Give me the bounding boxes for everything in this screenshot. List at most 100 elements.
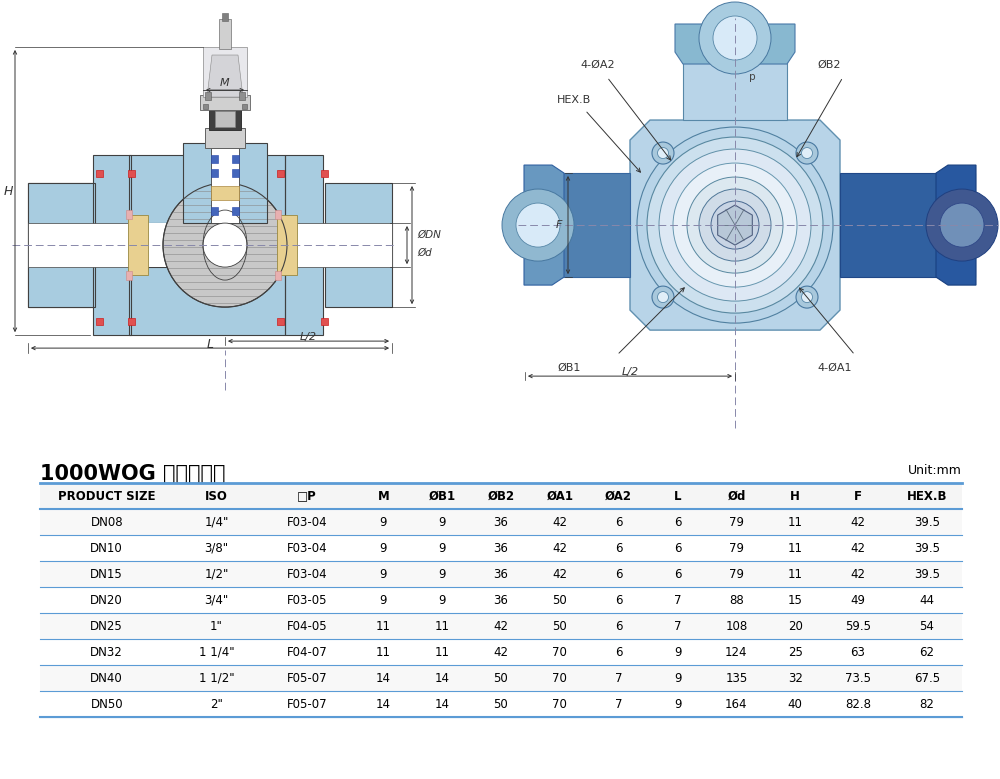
Text: 40: 40 [788,697,803,710]
Bar [321,170,328,177]
Text: DN08: DN08 [90,516,123,529]
Text: 9: 9 [438,594,446,607]
Bar [129,155,285,223]
Bar [28,223,128,267]
Text: 1/2": 1/2" [204,568,229,580]
Text: PRODUCT SIZE: PRODUCT SIZE [58,490,155,502]
Text: 11: 11 [788,516,803,529]
Bar [128,215,148,275]
Text: M: M [377,490,389,502]
Bar [242,104,247,109]
Text: 32: 32 [788,671,803,685]
Text: DN10: DN10 [90,541,123,555]
Bar [209,108,241,130]
Bar [275,210,281,219]
Text: 1000WOG 產品尺寸表: 1000WOG 產品尺寸表 [40,464,226,484]
Text: DN25: DN25 [90,619,123,633]
Text: 11: 11 [435,619,450,633]
Circle shape [713,16,757,60]
Text: 50: 50 [552,619,567,633]
Bar [28,183,95,307]
Text: 6: 6 [615,619,622,633]
Circle shape [163,183,287,307]
Text: F: F [854,490,862,502]
Text: 73.5: 73.5 [845,671,871,685]
Text: 9: 9 [674,646,681,658]
Text: 4-ØA1: 4-ØA1 [817,363,852,373]
Text: 6: 6 [674,516,681,529]
Bar [93,155,131,335]
Text: 42: 42 [851,568,866,580]
Bar [285,155,323,335]
Text: 63: 63 [851,646,865,658]
Text: 59.5: 59.5 [845,619,871,633]
Circle shape [926,189,998,261]
Text: 11: 11 [376,619,391,633]
Text: HEX.B: HEX.B [906,490,947,502]
Text: 39.5: 39.5 [914,541,940,555]
Circle shape [658,291,668,302]
Text: 4-ØA2: 4-ØA2 [580,60,615,70]
Text: 14: 14 [435,671,450,685]
Circle shape [658,147,668,159]
Text: 6: 6 [615,594,622,607]
Circle shape [502,189,574,261]
Bar [275,271,281,280]
Text: 36: 36 [494,516,508,529]
Text: 36: 36 [494,594,508,607]
Text: 42: 42 [552,568,567,580]
Text: 11: 11 [376,646,391,658]
Bar [211,207,218,215]
Bar [40,613,962,639]
Text: 1/4": 1/4" [204,516,229,529]
Bar [40,639,962,665]
Text: 7: 7 [615,671,622,685]
Circle shape [940,203,984,247]
Bar [211,186,239,200]
Circle shape [659,149,811,301]
Bar [277,318,284,325]
Bar [321,318,328,325]
Text: 135: 135 [725,671,748,685]
Text: F03-05: F03-05 [287,594,327,607]
Text: p: p [749,72,756,82]
Text: F03-04: F03-04 [286,516,327,529]
Circle shape [203,223,247,267]
Text: 6: 6 [615,516,622,529]
Bar [40,691,962,717]
Text: 3/8": 3/8" [204,541,229,555]
Text: M: M [220,78,230,88]
Circle shape [673,163,797,287]
Text: DN50: DN50 [90,697,123,710]
Bar [200,95,250,110]
Circle shape [647,137,823,313]
Text: 14: 14 [376,671,391,685]
Circle shape [699,2,771,74]
Polygon shape [525,173,630,277]
Text: 39.5: 39.5 [914,516,940,529]
Text: 42: 42 [552,541,567,555]
Text: 11: 11 [435,646,450,658]
Text: 42: 42 [493,619,508,633]
Bar [232,207,239,215]
Text: 6: 6 [615,568,622,580]
Polygon shape [683,25,787,120]
Circle shape [796,286,818,308]
Text: F05-07: F05-07 [286,671,327,685]
Bar [126,210,132,219]
Text: 164: 164 [725,697,748,710]
Bar [205,92,211,100]
Bar [232,169,239,177]
Text: 14: 14 [376,697,391,710]
Circle shape [516,203,560,247]
Text: 6: 6 [615,646,622,658]
Text: ØA1: ØA1 [546,490,573,502]
Bar [129,267,285,335]
Text: 9: 9 [674,697,681,710]
Text: 88: 88 [729,594,744,607]
Bar [215,111,235,127]
Circle shape [711,201,759,249]
Polygon shape [207,55,243,97]
Text: 20: 20 [788,619,803,633]
Bar [232,155,239,163]
